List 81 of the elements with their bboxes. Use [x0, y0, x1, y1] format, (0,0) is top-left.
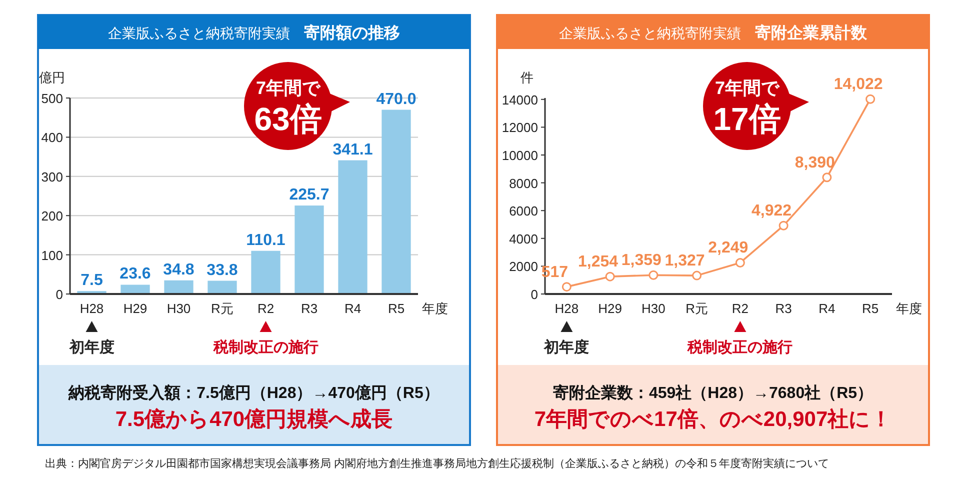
chart-subtitle: 企業版ふるさと納税寄附実績: [559, 25, 755, 41]
source-note: 出典：内閣官房デジタル田園都市国家構想実現会議事務局 内閣府地方創生推進事務局地方創生応援税制（企業版ふるさと納税）の令和５年度寄附実績について: [45, 457, 830, 470]
y-tick-label: 12000: [502, 120, 538, 136]
data-label: 341.1: [332, 141, 373, 158]
x-tick-label: R5: [862, 301, 879, 316]
point: [605, 272, 615, 282]
point: [822, 172, 832, 182]
data-label: 7.5: [80, 272, 103, 290]
x-tick-label: R元: [211, 301, 234, 316]
data-label: 4,922: [752, 202, 792, 220]
x-tick-label: R4: [344, 301, 362, 316]
x-tick-label: H28: [80, 301, 104, 316]
chart-title: 寄附企業累計数: [755, 23, 868, 42]
data-label: 470.0: [376, 90, 416, 108]
x-tick-label: H29: [123, 301, 148, 316]
text: 税制改正の施行: [212, 339, 318, 356]
data-label: 8,390: [794, 154, 836, 172]
bar: [338, 160, 368, 294]
point: [648, 270, 658, 280]
bar: [382, 110, 411, 294]
chart-subtitle: 企業版ふるさと納税寄附実績: [108, 25, 304, 41]
annotation: 7年間で: [714, 78, 780, 98]
data-label: 1,254: [578, 254, 618, 271]
point: [778, 220, 788, 230]
point: [735, 258, 745, 268]
y-tick-label: 400: [41, 130, 63, 146]
data-label: 1,359: [621, 252, 662, 270]
bar: [294, 206, 324, 294]
y-tick-label: 200: [41, 208, 63, 224]
bar: [164, 280, 194, 294]
data-label: 34.8: [163, 261, 194, 278]
text: 7.5億から470億円規模へ成長: [115, 407, 393, 431]
y-tick-label: 2000: [509, 259, 538, 274]
data-label: 23.6: [120, 266, 151, 283]
y-tick-label: 0: [56, 287, 63, 302]
data-label: 14,022: [834, 76, 883, 94]
x-axis-title: 年度: [896, 301, 922, 316]
data-label: 225.7: [289, 186, 330, 204]
chart-title: 寄附額の推移: [304, 23, 400, 42]
x-tick-label: H29: [598, 301, 622, 316]
text: 7年間でのべ17倍、のべ20,907社に！: [534, 407, 892, 431]
y-tick-label: 6000: [509, 204, 538, 219]
point: [866, 94, 876, 104]
y-tick-label: 0: [530, 287, 538, 302]
data-label: 2,249: [708, 240, 748, 257]
text: 寄附企業数：459社（H28）→7680社（R5）: [552, 383, 874, 402]
x-tick-label: R元: [686, 301, 708, 316]
y-axis-title: 件: [520, 70, 534, 85]
x-axis-title: 年度: [422, 301, 448, 316]
text: 初年度: [543, 338, 590, 356]
data-label: 110.1: [246, 232, 286, 249]
text: 納税寄附受入額：7.5億円（H28）→470億円（R5）: [68, 383, 440, 402]
y-tick-label: 500: [41, 91, 63, 106]
x-tick-label: R3: [775, 301, 792, 316]
text: 初年度: [68, 338, 114, 356]
x-tick-label: H30: [642, 301, 666, 316]
x-tick-label: R4: [818, 301, 836, 316]
annotation: 17倍: [713, 101, 781, 137]
x-tick-label: R2: [257, 301, 274, 316]
data-label: 33.8: [206, 262, 238, 279]
annotation: 7年間で: [256, 78, 322, 98]
y-tick-label: 300: [41, 169, 63, 184]
x-tick-label: H28: [554, 301, 579, 316]
y-tick-label: 10000: [502, 148, 538, 163]
y-tick-label: 100: [41, 248, 63, 263]
y-axis-title: 億円: [39, 70, 65, 85]
annotation: 63倍: [254, 101, 322, 137]
data-label: 1,327: [664, 252, 705, 270]
bar: [251, 250, 280, 294]
point: [562, 282, 572, 292]
point: [692, 270, 702, 280]
bar: [208, 280, 237, 294]
x-tick-label: R2: [732, 301, 748, 316]
text: 税制改正の施行: [686, 339, 793, 356]
y-tick-label: 8000: [509, 176, 538, 191]
y-tick-label: 4000: [509, 231, 538, 246]
y-tick-label: 14000: [502, 92, 538, 108]
x-tick-label: R5: [388, 301, 405, 316]
x-tick-label: H30: [166, 301, 191, 316]
bar: [120, 284, 150, 294]
x-tick-label: R3: [300, 301, 318, 316]
